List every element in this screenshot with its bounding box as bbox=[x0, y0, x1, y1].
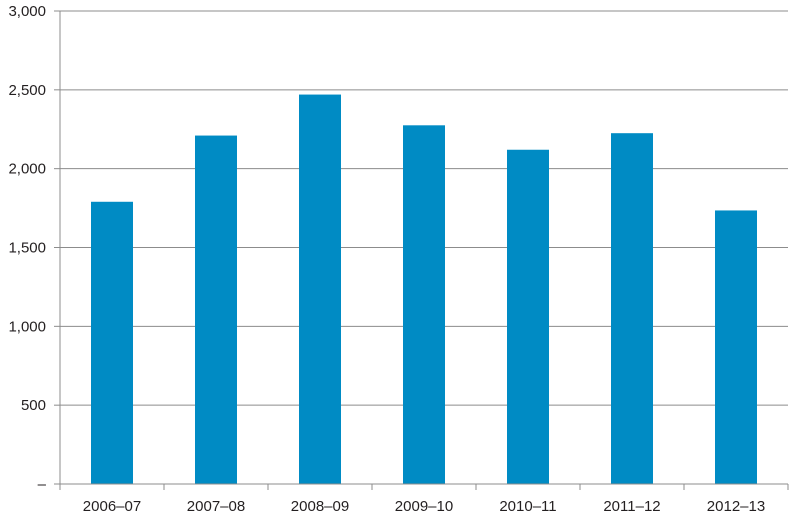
y-tick-label: 1,000 bbox=[8, 318, 46, 335]
y-tick-label: 1,500 bbox=[8, 240, 46, 257]
bar-2011–12 bbox=[611, 133, 653, 485]
y-tick-label: – bbox=[38, 476, 47, 493]
x-tick-label: 2007–08 bbox=[187, 498, 245, 515]
y-tick-labels: – 500 1,000 1,500 2,000 2,500 3,000 bbox=[8, 3, 46, 493]
x-tick-label: 2012–13 bbox=[707, 498, 765, 515]
bar-2012–13 bbox=[715, 210, 757, 484]
x-tick-label: 2006–07 bbox=[83, 498, 141, 515]
bar-2009–10 bbox=[403, 125, 445, 484]
y-tick-label: 2,000 bbox=[8, 161, 46, 178]
bar-2010–11 bbox=[507, 149, 549, 484]
x-tick-label: 2010–11 bbox=[499, 498, 556, 515]
axes bbox=[54, 10, 789, 490]
bar-2006–07 bbox=[91, 201, 133, 484]
x-tick-label: 2008–09 bbox=[291, 498, 349, 515]
y-tick-label: 3,000 bbox=[8, 3, 46, 20]
x-tick-label: 2009–10 bbox=[395, 498, 453, 515]
x-tick-label: 2011–12 bbox=[603, 498, 660, 515]
y-tick-label: 500 bbox=[21, 397, 46, 414]
bars bbox=[91, 94, 757, 485]
bar-2007–08 bbox=[195, 135, 237, 484]
y-tick-label: 2,500 bbox=[8, 82, 46, 99]
x-tick-labels: 2006–07 2007–08 2008–09 2009–10 2010–11 2011–… bbox=[83, 498, 765, 515]
bar-2008–09 bbox=[299, 94, 341, 485]
